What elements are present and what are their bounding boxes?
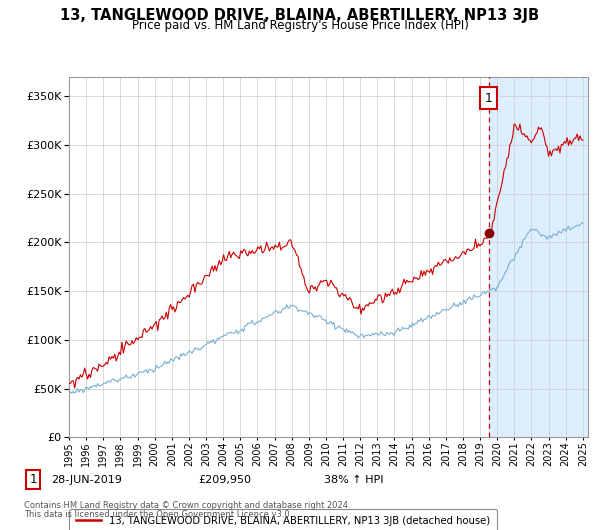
Text: 1: 1: [485, 92, 493, 105]
Text: Price paid vs. HM Land Registry's House Price Index (HPI): Price paid vs. HM Land Registry's House …: [131, 19, 469, 32]
Text: This data is licensed under the Open Government Licence v3.0.: This data is licensed under the Open Gov…: [24, 510, 292, 519]
Bar: [488, 77, 588, 437]
Text: 38% ↑ HPI: 38% ↑ HPI: [324, 475, 383, 484]
Text: 13, TANGLEWOOD DRIVE, BLAINA, ABERTILLERY, NP13 3JB: 13, TANGLEWOOD DRIVE, BLAINA, ABERTILLER…: [61, 8, 539, 23]
Text: £209,950: £209,950: [198, 475, 251, 484]
Text: 1: 1: [29, 473, 37, 486]
Text: 28-JUN-2019: 28-JUN-2019: [51, 475, 122, 484]
Legend: 13, TANGLEWOOD DRIVE, BLAINA, ABERTILLERY, NP13 3JB (detached house), HPI: Avera: 13, TANGLEWOOD DRIVE, BLAINA, ABERTILLER…: [69, 509, 497, 530]
Text: Contains HM Land Registry data © Crown copyright and database right 2024.: Contains HM Land Registry data © Crown c…: [24, 501, 350, 510]
